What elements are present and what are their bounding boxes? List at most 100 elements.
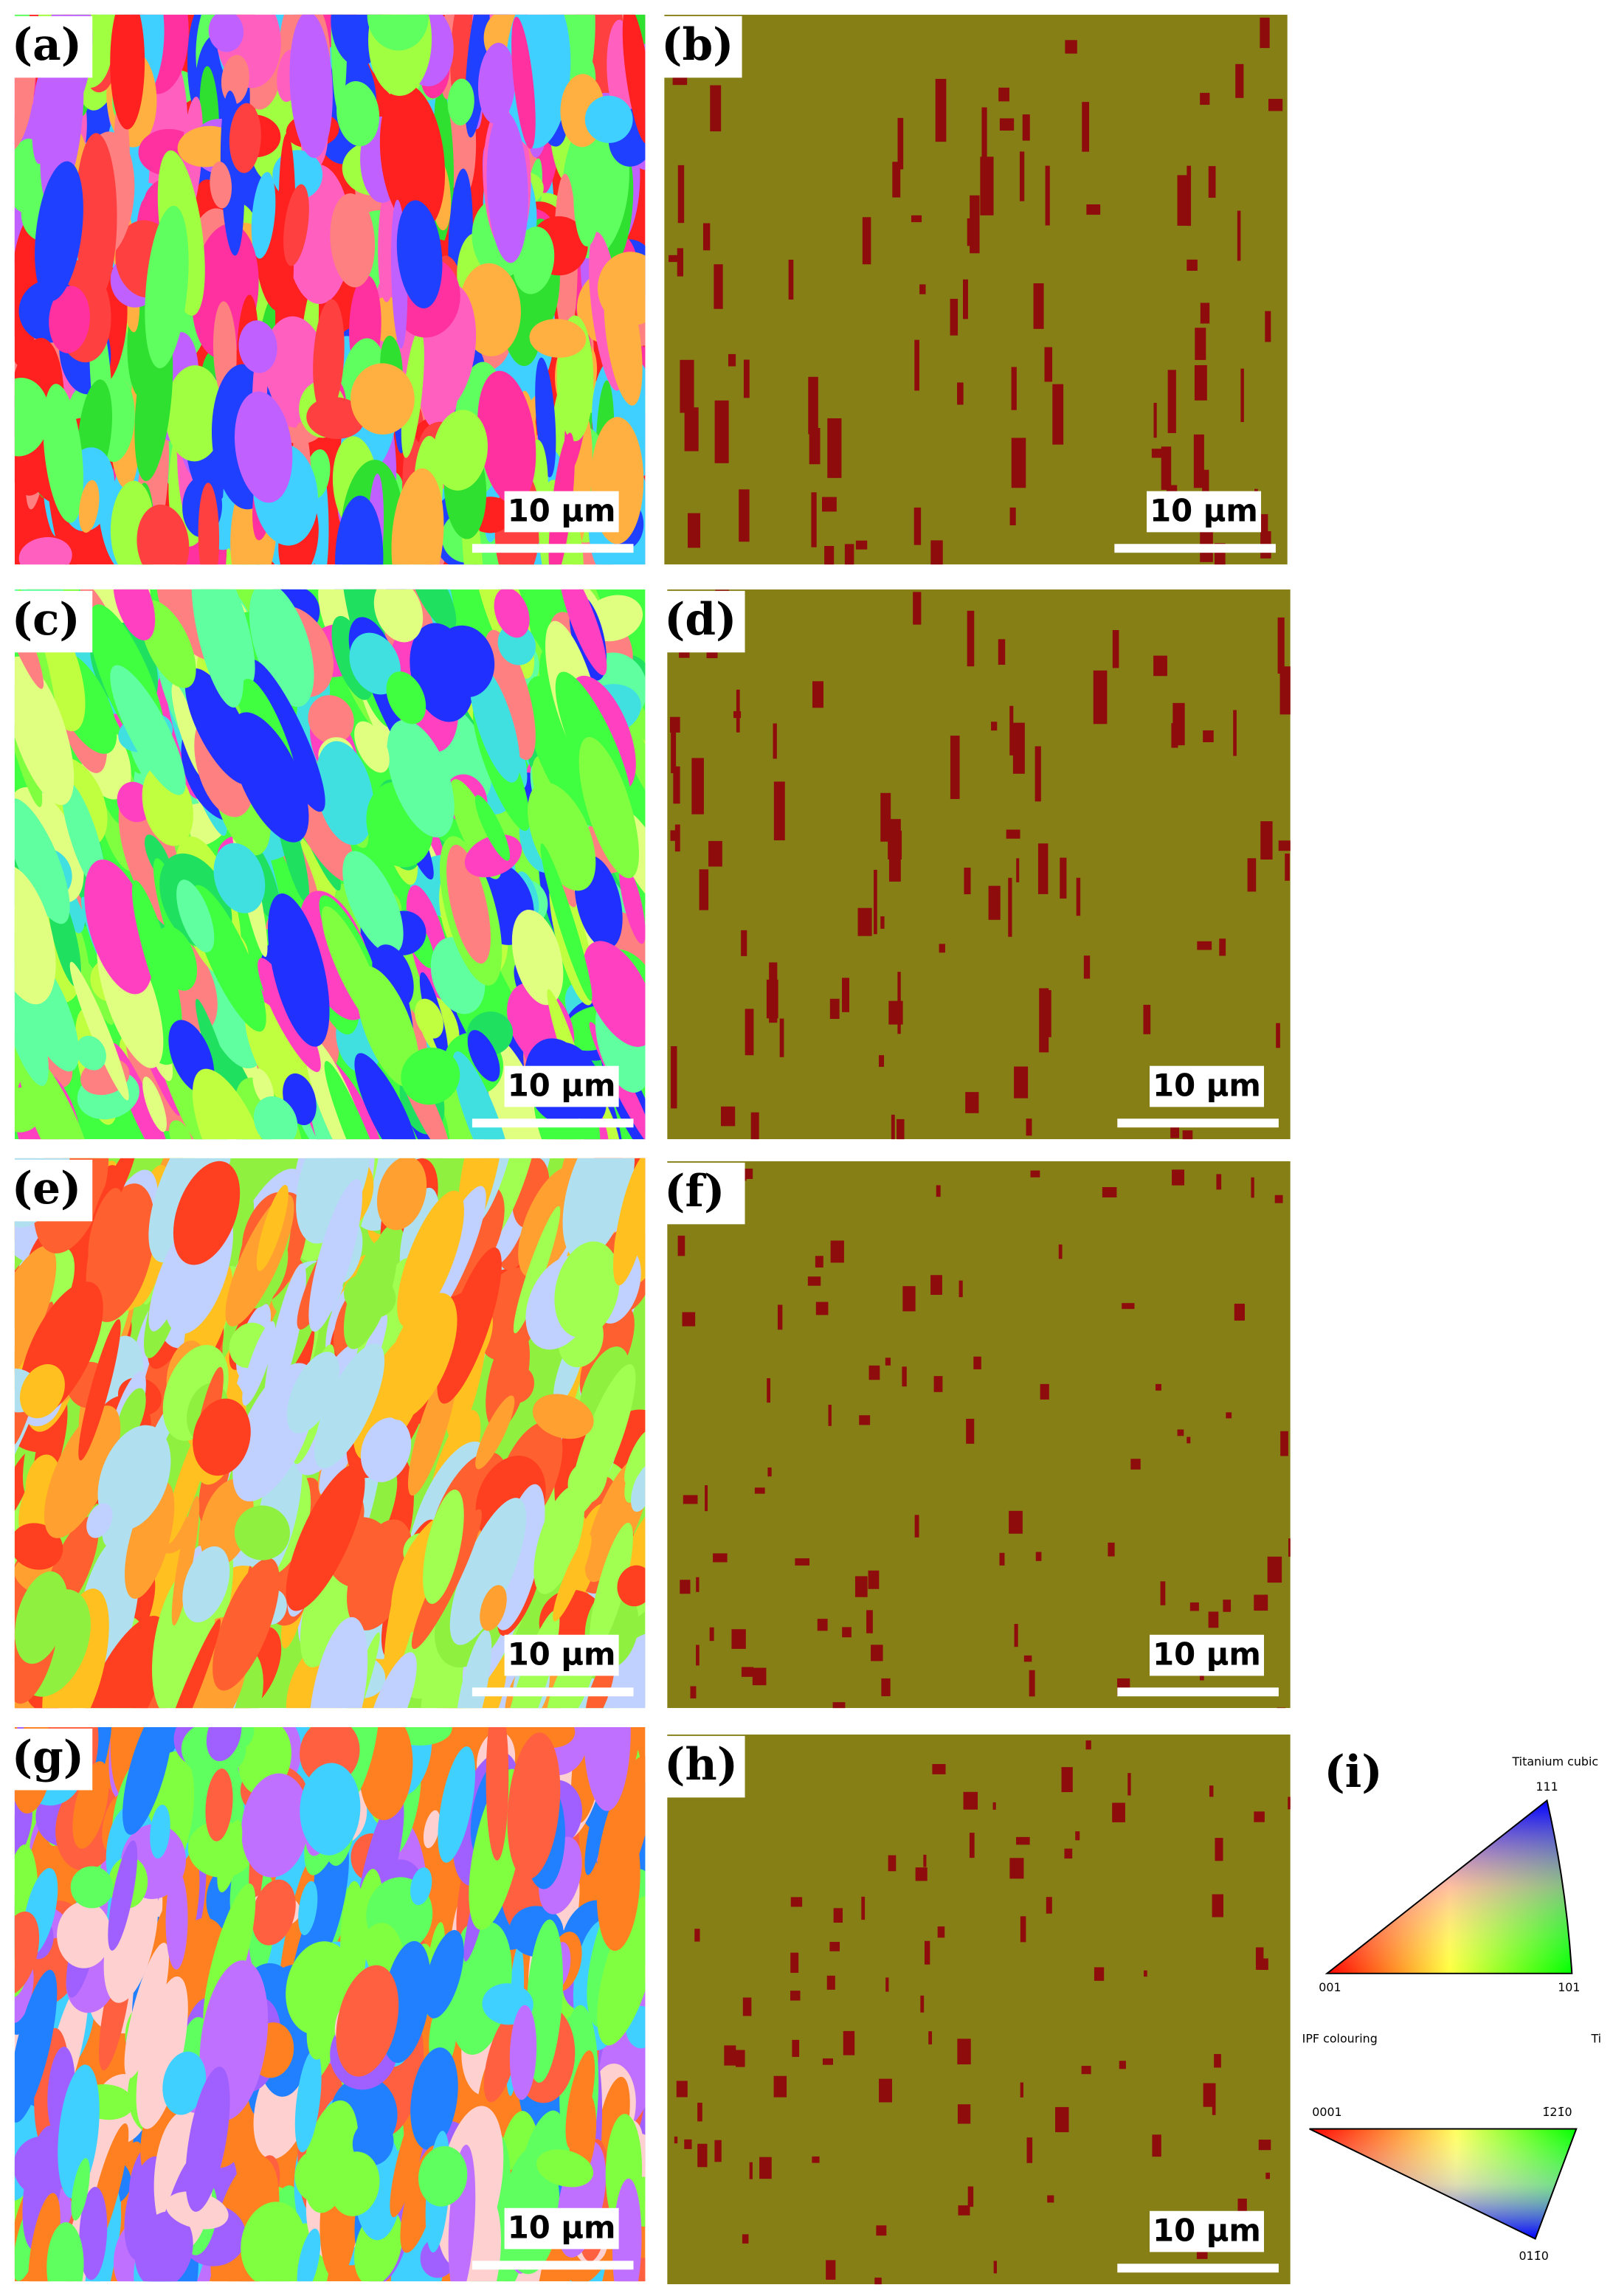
grain bbox=[44, 1405, 121, 1538]
phase-region bbox=[1285, 853, 1290, 881]
scale-bar-box bbox=[504, 2207, 619, 2250]
grain bbox=[57, 1901, 111, 1968]
grain bbox=[165, 365, 224, 462]
map-background bbox=[667, 1734, 1291, 2285]
grain bbox=[28, 2193, 61, 2282]
phase-region bbox=[1278, 840, 1291, 851]
hex-triangle-overlay bbox=[1309, 2128, 1578, 2240]
phase-region bbox=[683, 1495, 698, 1504]
phase-region bbox=[843, 2030, 855, 2055]
grain bbox=[15, 1571, 68, 1664]
grain bbox=[612, 1158, 646, 1286]
grain bbox=[205, 1768, 233, 1842]
panel-label: (g) bbox=[12, 1732, 84, 1783]
phase-region bbox=[807, 1276, 821, 1286]
phase-region bbox=[827, 418, 842, 478]
phase-map bbox=[667, 589, 1291, 1140]
grain bbox=[415, 998, 443, 1039]
phase-region bbox=[1279, 666, 1291, 715]
grain bbox=[308, 1616, 368, 1709]
panel: (e) 10 μm bbox=[10, 1158, 646, 1709]
grain bbox=[475, 1395, 515, 1470]
phase-region bbox=[1276, 1023, 1280, 1048]
phase-region bbox=[1022, 114, 1030, 141]
phase-region bbox=[1035, 746, 1041, 802]
grain bbox=[314, 1344, 385, 1469]
grain bbox=[486, 1726, 509, 1861]
phase-region bbox=[1052, 384, 1064, 445]
grain bbox=[391, 468, 444, 565]
phase-region bbox=[888, 1855, 897, 1872]
grain bbox=[122, 1726, 173, 1835]
phase-region bbox=[1143, 1004, 1151, 1034]
grain bbox=[308, 695, 354, 744]
phase-region bbox=[998, 87, 1009, 102]
phase-region bbox=[1288, 1538, 1291, 1557]
grain bbox=[410, 1867, 432, 1906]
grain bbox=[410, 2047, 458, 2150]
grain bbox=[70, 1866, 114, 1909]
phase-region bbox=[691, 758, 704, 815]
phase-region bbox=[1093, 670, 1108, 725]
grain bbox=[136, 1976, 188, 2129]
phase-region bbox=[920, 1995, 925, 2013]
phase-region bbox=[1260, 17, 1270, 49]
phase-region bbox=[670, 830, 677, 841]
phase-region bbox=[970, 195, 980, 254]
grain bbox=[315, 741, 374, 846]
vertex-label: 111 bbox=[1536, 1780, 1558, 1794]
phase-region bbox=[1112, 1802, 1125, 1822]
phase-region bbox=[742, 1997, 752, 2016]
phase-region bbox=[1288, 1797, 1291, 1810]
phase-region bbox=[1260, 821, 1273, 860]
phase-region bbox=[811, 492, 817, 547]
phase-region bbox=[1064, 1848, 1073, 1859]
phase-region bbox=[739, 489, 750, 542]
legend-title: Titanium cubic bbox=[1511, 1754, 1598, 1768]
phase-region bbox=[1187, 165, 1192, 227]
phase-region bbox=[876, 2225, 887, 2236]
phase-region bbox=[741, 1667, 754, 1677]
grain bbox=[360, 1417, 412, 1482]
ipf-map bbox=[14, 1158, 646, 1709]
scale-bar-label: 10 μm bbox=[1150, 493, 1258, 529]
phase-region bbox=[741, 930, 747, 956]
grain bbox=[234, 1505, 290, 1560]
phase-region bbox=[1254, 1594, 1268, 1611]
phase-region bbox=[859, 1415, 871, 1425]
phase-region bbox=[998, 639, 1006, 665]
grain bbox=[241, 2202, 305, 2282]
phase-region bbox=[924, 1940, 930, 1965]
phase-region bbox=[754, 1487, 765, 1494]
phase-region bbox=[812, 681, 823, 708]
phase-region bbox=[821, 497, 837, 512]
phase-region bbox=[957, 382, 964, 405]
phase-region bbox=[809, 428, 821, 465]
phase-region bbox=[935, 78, 947, 142]
phase-region bbox=[1009, 1858, 1024, 1879]
grain bbox=[583, 1726, 631, 1811]
phase-region bbox=[1122, 1303, 1135, 1310]
grain bbox=[88, 1188, 123, 1270]
phase-region bbox=[1197, 941, 1212, 950]
phase-region bbox=[1076, 877, 1081, 916]
grain bbox=[532, 1394, 594, 1439]
grain bbox=[234, 391, 293, 503]
grain bbox=[252, 1068, 274, 1106]
phase-region bbox=[1177, 1429, 1184, 1436]
phase-region bbox=[829, 1942, 840, 1951]
phase-region bbox=[1012, 722, 1025, 774]
grain bbox=[43, 384, 83, 523]
panel-label: (e) bbox=[12, 1163, 81, 1214]
grain bbox=[474, 795, 511, 861]
phase-region bbox=[1202, 469, 1209, 499]
grain bbox=[213, 1557, 280, 1691]
scale-bar-label: 10 μm bbox=[508, 493, 616, 529]
grain bbox=[540, 843, 593, 1001]
grain bbox=[242, 1321, 276, 1406]
grain bbox=[176, 879, 215, 952]
grain bbox=[424, 1929, 464, 2019]
grain bbox=[376, 1158, 427, 1231]
grain bbox=[573, 142, 601, 247]
phase-region bbox=[1020, 2082, 1024, 2098]
